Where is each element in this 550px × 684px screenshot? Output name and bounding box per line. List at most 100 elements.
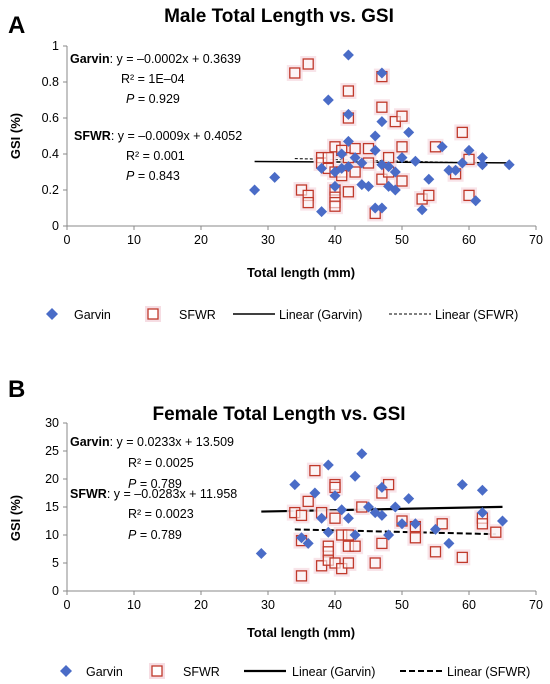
garvin-point [396,518,408,530]
panel-a-sfwr-r2: R² = 0.001 [126,149,185,163]
sfwr-point [409,532,422,544]
x-tick-label: 10 [127,598,141,612]
garvin-point [349,152,361,164]
sfwr-point [436,518,448,530]
sfwr-point [289,67,301,79]
garvin-point [416,204,428,216]
sfwr-point [295,509,308,522]
y-tick-label: 5 [52,556,59,570]
x-tick-label: 50 [395,598,409,612]
garvin-point [443,537,455,549]
garvin-point [269,171,281,183]
y-tick-label: 1 [52,39,59,53]
sfwr-point [342,85,355,97]
x-tick-label: 20 [194,598,208,612]
garvin-point [376,509,388,521]
panel-a-points [249,49,515,222]
panel-b-garvin-equation: Garvin: y = 0.0233x + 13.509 [70,435,234,449]
panel-a-ylabel: GSI (%) [8,113,23,159]
garvin-point [329,490,341,502]
sfwr-point [376,101,388,113]
panel-a-legend-lin-garvin-label: Linear (Garvin) [279,308,362,322]
panel-b-sfwr-r2: R² = 0.0023 [128,507,194,521]
garvin-point [476,507,488,519]
panel-a-letter: A [8,12,25,39]
garvin-point [336,148,348,160]
sfwr-point [309,464,321,477]
panel-a-legend-sfwr-label: SFWR [179,308,216,322]
garvin-point [369,144,381,156]
garvin-point [443,164,455,176]
panel-b: B Female Total Length vs. GSI GSI (%) To… [8,376,543,679]
y-tick-label: 10 [45,528,59,542]
garvin-point [329,180,341,192]
sfwr-point [329,200,341,212]
garvin-point [396,152,408,164]
panel-b-xlabel: Total length (mm) [247,625,355,640]
sfwr-point [295,570,308,582]
sfwr-point [396,141,408,153]
garvin-point [476,152,488,164]
sfwr-point [302,495,314,508]
panel-a-xlabel: Total length (mm) [247,265,355,280]
sfwr-point [463,189,475,202]
panel-b-legend-garvin-marker [60,665,72,677]
sfwr-point [490,526,502,538]
garvin-point [463,144,475,156]
garvin-point [430,523,441,535]
sfwr-point [376,537,388,550]
panel-a-legend: Garvin SFWR Linear (Garvin) Linear (SFWR… [46,306,518,322]
panel-a-ticks: 0 10 20 30 40 50 60 70 0 0.2 0.4 0.6 0.8 1 [42,39,543,247]
sfwr-point [369,557,381,569]
panel-b-legend: Garvin SFWR Linear (Garvin) Linear (SFWR… [60,663,530,679]
garvin-point [349,529,361,541]
garvin-point [322,459,334,471]
garvin-point [336,504,348,516]
garvin-point [403,493,415,505]
y-tick-label: 0 [52,219,59,233]
x-tick-label: 20 [194,233,208,247]
x-tick-label: 0 [64,598,71,612]
y-tick-label: 0.2 [42,183,59,197]
garvin-point [376,202,388,214]
garvin-point [476,484,488,496]
garvin-point [316,206,328,218]
y-tick-label: 30 [45,416,59,430]
panel-b-ylabel: GSI (%) [8,495,23,541]
garvin-point [322,526,334,538]
sfwr-point [349,540,361,552]
sfwr-point [302,58,314,70]
garvin-point [436,141,448,153]
garvin-point [316,512,328,524]
garvin-point [376,67,388,79]
panel-a-legend-garvin-label: Garvin [74,308,111,322]
garvin-point [503,159,515,171]
garvin-point [450,164,462,176]
sfwr-point [429,546,442,558]
y-tick-label: 0.6 [42,111,59,125]
x-tick-label: 40 [328,598,342,612]
garvin-point [356,157,368,169]
garvin-point [289,479,301,491]
x-tick-label: 60 [462,598,476,612]
x-tick-label: 0 [64,233,71,247]
garvin-point [369,130,381,142]
sfwr-point [329,512,341,524]
panel-a: A Male Total Length vs. GSI GSI (%) Tota… [8,6,543,322]
garvin-point [369,202,381,214]
y-tick-label: 0.8 [42,75,59,89]
panel-b-title: Female Total Length vs. GSI [152,404,405,425]
garvin-point [309,487,321,499]
garvin-point [423,173,435,185]
panel-b-garvin-p: P = 0.789 [128,477,182,491]
x-tick-label: 30 [261,233,275,247]
y-tick-label: 0 [52,584,59,598]
sfwr-point [342,557,355,569]
garvin-point [409,518,421,530]
panel-b-legend-sfwr-marker [149,663,165,679]
trendline-sfwr [294,528,496,536]
garvin-point [342,135,354,147]
panel-b-points [255,448,508,584]
panel-a-legend-lin-sfwr-label: Linear (SFWR) [435,308,518,322]
garvin-point [389,184,401,196]
